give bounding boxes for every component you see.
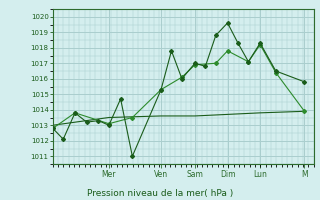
Text: Pression niveau de la mer( hPa ): Pression niveau de la mer( hPa ) [87, 189, 233, 198]
